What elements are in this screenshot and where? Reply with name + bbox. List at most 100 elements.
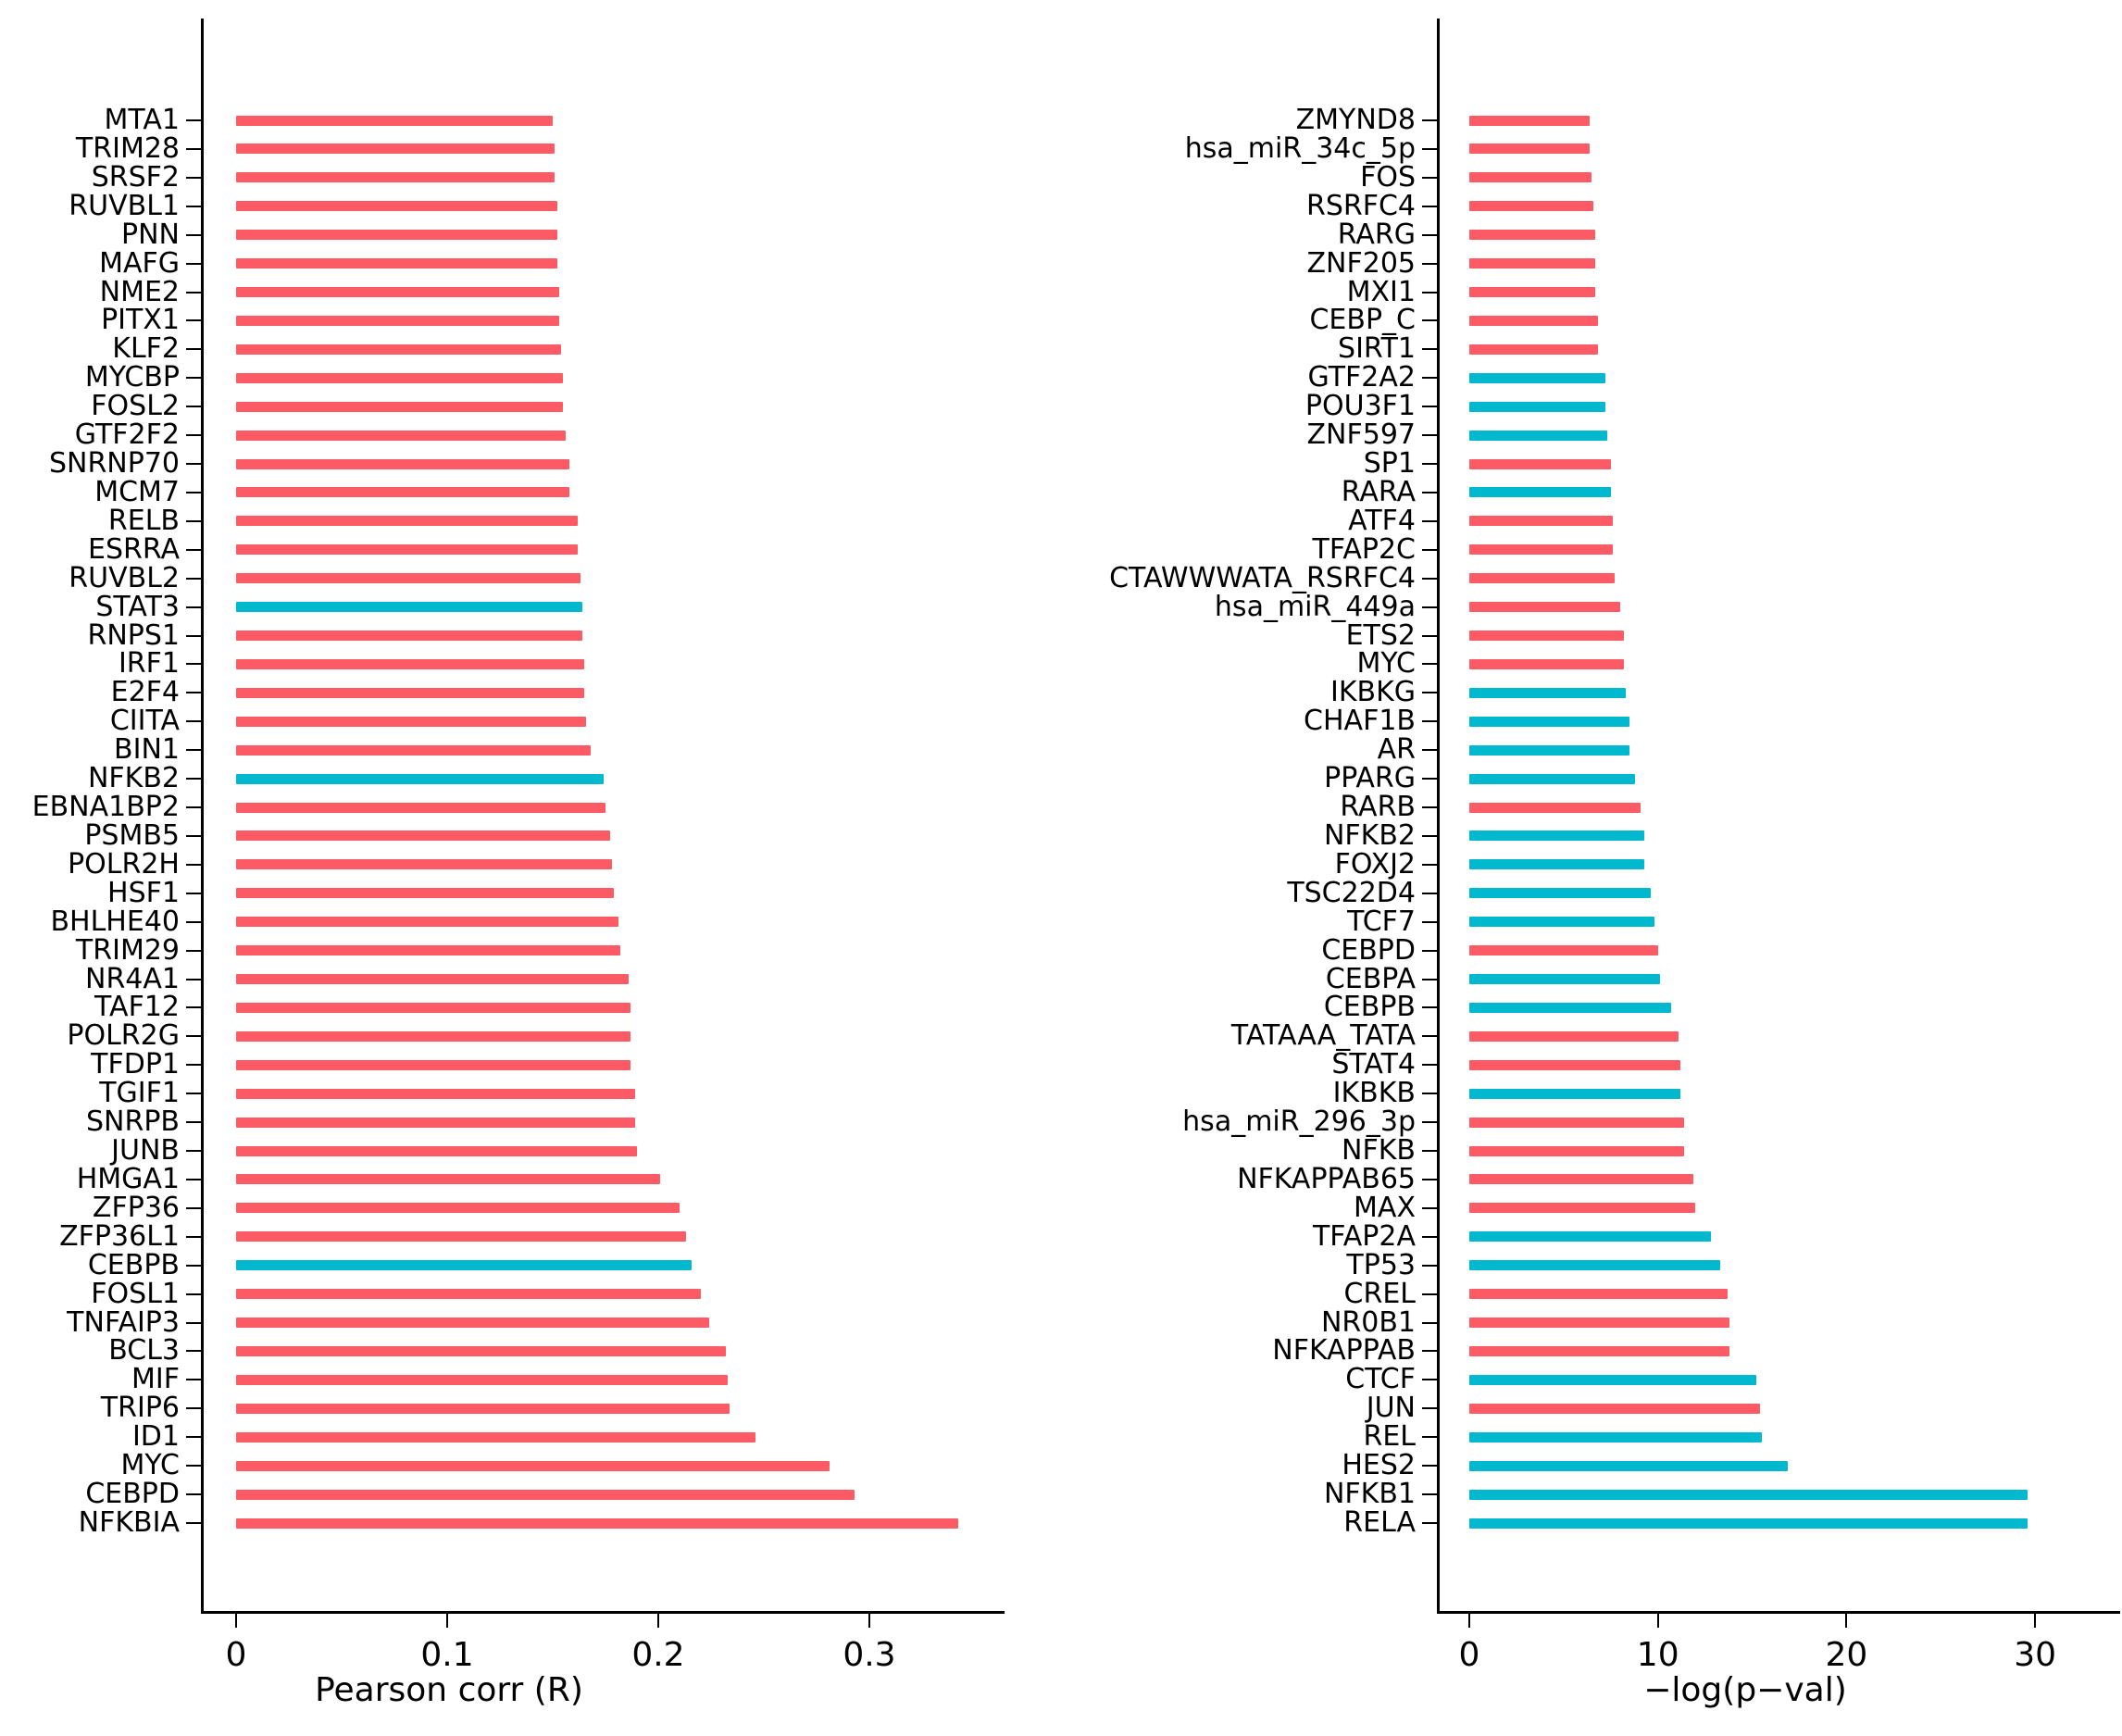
y-axis-tick <box>1422 1522 1437 1524</box>
y-tick-label-KLF2: KLF2 <box>112 332 180 366</box>
y-tick-label-NFKB: NFKB <box>1342 1134 1416 1168</box>
bar-BHLHE40 <box>235 917 618 928</box>
y-axis-tick <box>1422 920 1437 923</box>
y-tick-label-MYC: MYC <box>1356 647 1416 681</box>
y-axis-tick <box>186 834 201 837</box>
bar-TGIF1 <box>235 1088 635 1099</box>
y-tick-label-NME2: NME2 <box>99 275 180 308</box>
y-tick-label-CHAF1B: CHAF1B <box>1304 705 1416 738</box>
y-tick-label-TATAAA_TATA: TATAAA_TATA <box>1230 1019 1416 1053</box>
bar-FOS <box>1469 172 1592 183</box>
y-tick-label-CTAWWWATA_RSRFC4: CTAWWWATA_RSRFC4 <box>1109 561 1416 594</box>
y-axis-tick <box>1422 720 1437 723</box>
y-axis-tick <box>1422 147 1437 150</box>
y-tick-label-NFKB1: NFKB1 <box>1323 1478 1416 1511</box>
bar-NFKB2 <box>235 773 604 784</box>
bar-RARG <box>1469 230 1596 241</box>
bar-MCM7 <box>235 487 570 498</box>
neglog-pval-plot-area: ZMYND8 hsa_miR_34c_5p FOS RSRFC4 RARG ZNF205 M… <box>1109 19 2120 1672</box>
bar-TSC22D4 <box>1469 888 1651 899</box>
bar-TP53 <box>1469 1260 1720 1271</box>
x-tick-label-0.2: 0.2 <box>631 1636 685 1674</box>
y-tick-label-TAF12: TAF12 <box>94 991 180 1024</box>
bar-RARB <box>1469 802 1641 813</box>
y-tick-label-POLR2G: POLR2G <box>67 1019 180 1053</box>
y-axis-tick <box>1422 892 1437 894</box>
y-axis-tick <box>1422 406 1437 408</box>
bar-MAX <box>1469 1203 1696 1214</box>
bar-CEBP_C <box>1469 315 1598 326</box>
y-tick-label-NFKB2: NFKB2 <box>1323 818 1416 852</box>
y-tick-label-TGIF1: TGIF1 <box>99 1077 180 1110</box>
y-tick-label-RUVBL1: RUVBL1 <box>69 189 180 222</box>
y-tick-label-SP1: SP1 <box>1363 447 1416 481</box>
y-axis-tick <box>186 1522 201 1524</box>
y-axis-tick <box>186 1206 201 1209</box>
y-tick-label-hsa_miR_449a: hsa_miR_449a <box>1214 590 1416 623</box>
y-axis-tick <box>1422 749 1437 752</box>
bar-FOSL1 <box>235 1289 701 1300</box>
y-tick-label-CEBPD: CEBPD <box>85 1478 180 1511</box>
y-axis-tick <box>1422 1407 1437 1410</box>
y-tick-label-RELA: RELA <box>1343 1506 1416 1539</box>
bar-MYCBP <box>235 372 564 383</box>
y-tick-label-CEBPD: CEBPD <box>1321 933 1416 967</box>
y-axis-tick <box>186 1321 201 1324</box>
y-tick-label-BCL3: BCL3 <box>108 1334 180 1368</box>
bar-RUVBL1 <box>235 201 557 212</box>
bar-MIF <box>235 1374 729 1385</box>
y-tick-label-TRIP6: TRIP6 <box>100 1392 180 1425</box>
y-axis-tick <box>1422 577 1437 580</box>
bar-MTA1 <box>235 115 553 126</box>
x-axis-tick-10 <box>1656 1611 1659 1628</box>
y-axis-tick <box>186 406 201 408</box>
bar-SNRNP70 <box>235 458 570 469</box>
y-tick-label-TFAP2C: TFAP2C <box>1312 532 1416 566</box>
bar-RUVBL2 <box>235 573 580 584</box>
bar-FOXJ2 <box>1469 859 1645 870</box>
y-axis-tick <box>186 606 201 608</box>
y-axis-tick <box>1422 1465 1437 1467</box>
y-tick-label-ESRRA: ESRRA <box>88 532 180 566</box>
bar-REL <box>1469 1431 1762 1443</box>
y-axis-tick <box>186 463 201 466</box>
y-tick-label-MCM7: MCM7 <box>94 475 180 508</box>
y-axis-tick <box>1422 978 1437 980</box>
bar-CIITA <box>235 716 587 727</box>
bar-hsa_miR_34c_5p <box>1469 144 1591 155</box>
y-axis-tick <box>1422 1178 1437 1180</box>
y-axis-tick <box>186 1006 201 1009</box>
bar-NFKAPPAB <box>1469 1345 1730 1356</box>
pearson-plot-area: MTA1 TRIM28 SRSF2 RUVBL1 PNN MAFG NME2 PITX1 KLF… <box>32 19 1005 1672</box>
y-tick-label-ID1: ID1 <box>131 1420 180 1454</box>
x-axis-tick-30 <box>2034 1611 2037 1628</box>
bar-CEBPB <box>1469 1002 1671 1013</box>
x-axis-tick-20 <box>1845 1611 1848 1628</box>
y-tick-label-PITX1: PITX1 <box>101 304 180 337</box>
y-tick-label-FOSL2: FOSL2 <box>91 390 180 423</box>
y-tick-label-POU3F1: POU3F1 <box>1304 390 1416 423</box>
x-tick-label-0: 0 <box>1458 1636 1480 1674</box>
bar-IRF1 <box>235 658 585 669</box>
bar-HES2 <box>1469 1460 1789 1471</box>
bar-NR4A1 <box>235 974 630 985</box>
bar-ZNF205 <box>1469 258 1596 269</box>
y-axis-tick <box>186 892 201 894</box>
y-tick-label-MXI1: MXI1 <box>1346 275 1416 308</box>
y-axis-tick <box>186 692 201 694</box>
y-tick-label-PNN: PNN <box>121 218 180 251</box>
y-tick-label-HMGA1: HMGA1 <box>76 1162 180 1195</box>
bar-TRIM29 <box>235 945 620 956</box>
bar-GTF2A2 <box>1469 372 1605 383</box>
y-axis-tick <box>1422 634 1437 637</box>
y-axis-tick <box>1422 434 1437 437</box>
bar-CTAWWWATA_RSRFC4 <box>1469 573 1615 584</box>
y-axis-tick <box>1422 548 1437 551</box>
y-axis-tick <box>1422 1321 1437 1324</box>
x-axis-tick-0.3 <box>868 1611 870 1628</box>
bar-POLR2G <box>235 1030 631 1042</box>
y-axis-tick <box>1422 606 1437 608</box>
y-tick-label-NFKAPPAB: NFKAPPAB <box>1272 1334 1416 1368</box>
y-tick-label-MTA1: MTA1 <box>104 104 181 136</box>
y-axis-tick <box>1422 205 1437 207</box>
